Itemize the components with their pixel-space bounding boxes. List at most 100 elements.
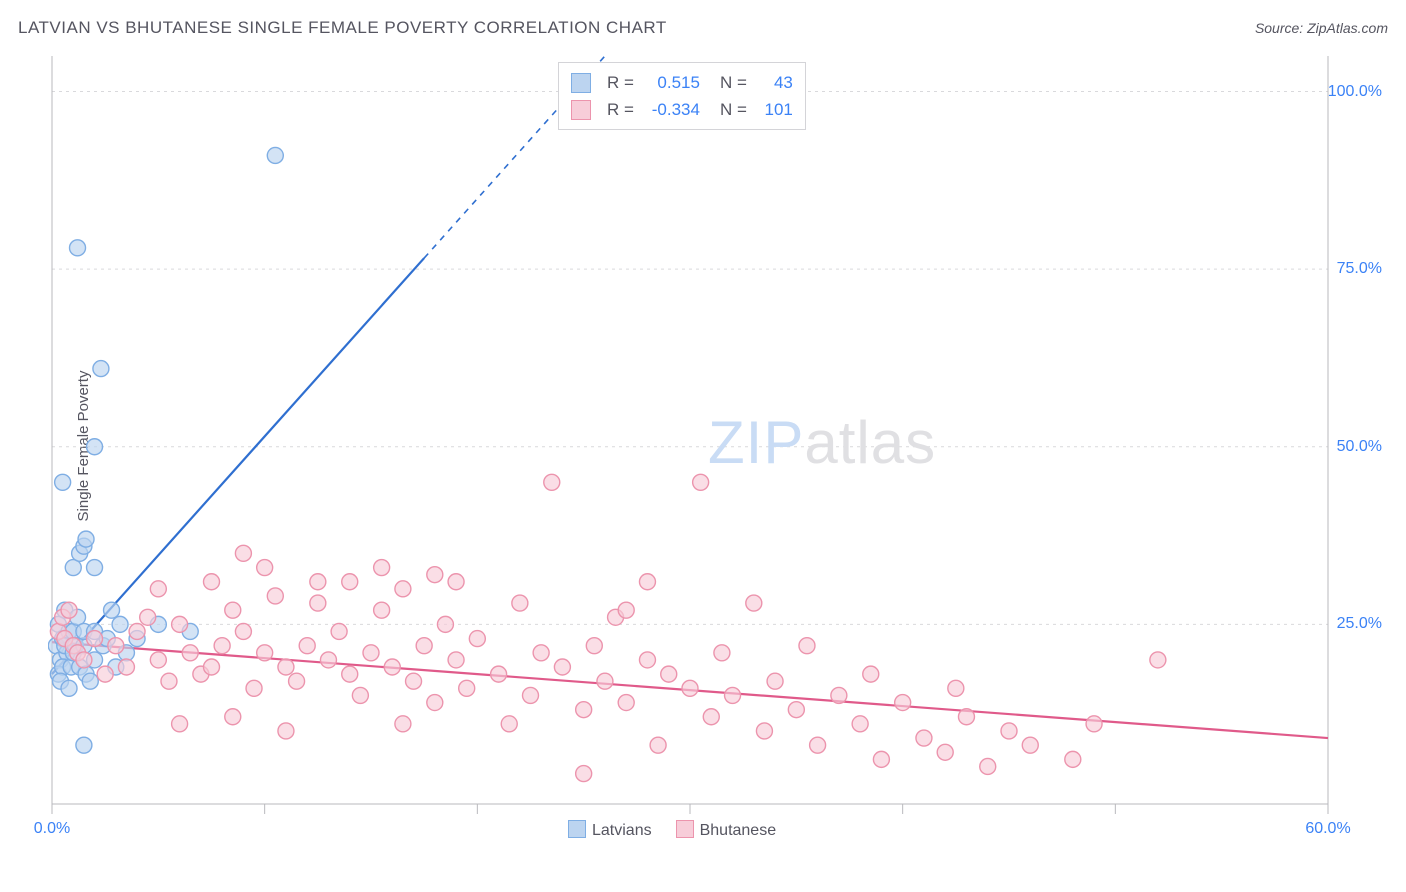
data-point [639,574,655,590]
data-point [55,474,71,490]
source-attribution: Source: ZipAtlas.com [1255,20,1388,36]
data-point [225,602,241,618]
data-point [61,602,77,618]
data-point [289,673,305,689]
data-point [576,702,592,718]
correlation-row: R = -0.334 N = 101 [571,96,793,123]
data-point [863,666,879,682]
data-point [661,666,677,682]
scatter-plot: ZIPatlas R =0.515N =43R =-0.334N =101 La… [48,48,1388,838]
n-label: N = [720,96,747,123]
data-point [342,574,358,590]
data-point [78,531,94,547]
data-point [406,673,422,689]
legend-swatch [676,820,694,838]
data-point [448,574,464,590]
data-point [331,623,347,639]
data-point [342,666,358,682]
data-point [1150,652,1166,668]
legend-label: Bhutanese [700,822,777,839]
data-point [182,645,198,661]
data-point [93,361,109,377]
data-point [469,631,485,647]
data-point [97,666,113,682]
data-point [108,638,124,654]
data-point [1022,737,1038,753]
data-point [257,645,273,661]
data-point [374,560,390,576]
data-point [501,716,517,732]
data-point [118,659,134,675]
legend-label: Latvians [592,822,652,839]
data-point [437,616,453,632]
data-point [204,574,220,590]
data-point [161,673,177,689]
data-point [150,652,166,668]
data-point [267,147,283,163]
y-tick-label: 25.0% [1337,615,1382,633]
data-point [576,766,592,782]
data-point [140,609,156,625]
data-point [597,673,613,689]
data-point [278,659,294,675]
data-point [235,623,251,639]
data-point [523,687,539,703]
data-point [682,680,698,696]
data-point [650,737,666,753]
legend-item: Latvians [568,820,652,840]
data-point [246,680,262,696]
data-point [310,574,326,590]
legend-item: Bhutanese [676,820,777,840]
data-point [916,730,932,746]
data-point [512,595,528,611]
data-point [70,240,86,256]
correlation-row: R =0.515N =43 [571,69,793,96]
n-value: 101 [757,96,793,123]
data-point [172,716,188,732]
data-point [214,638,230,654]
data-point [586,638,602,654]
data-point [980,758,996,774]
correlation-legend: R =0.515N =43R = -0.334 N = 101 [558,62,806,130]
data-point [533,645,549,661]
data-point [799,638,815,654]
r-label: R = [607,96,634,123]
data-point [554,659,570,675]
data-point [958,709,974,725]
data-point [703,709,719,725]
r-value: -0.334 [644,96,700,123]
data-point [129,623,145,639]
data-point [172,616,188,632]
data-point [320,652,336,668]
data-point [725,687,741,703]
data-point [267,588,283,604]
legend-swatch [571,73,591,93]
y-tick-label: 75.0% [1337,260,1382,278]
data-point [363,645,379,661]
data-point [491,666,507,682]
n-label: N = [720,69,747,96]
plot-svg [48,48,1388,838]
data-point [448,652,464,668]
legend-swatch [568,820,586,838]
source-name: ZipAtlas.com [1307,20,1388,36]
data-point [384,659,400,675]
data-point [618,602,634,618]
data-point [225,709,241,725]
data-point [810,737,826,753]
data-point [204,659,220,675]
y-tick-label: 50.0% [1337,438,1382,456]
x-tick-label: 60.0% [1305,820,1350,838]
x-tick-label: 0.0% [34,820,70,838]
data-point [788,702,804,718]
data-point [150,581,166,597]
data-point [1086,716,1102,732]
chart-title: LATVIAN VS BHUTANESE SINGLE FEMALE POVER… [18,18,667,38]
data-point [714,645,730,661]
data-point [852,716,868,732]
data-point [87,439,103,455]
data-point [639,652,655,668]
data-point [544,474,560,490]
data-point [299,638,315,654]
data-point [395,716,411,732]
